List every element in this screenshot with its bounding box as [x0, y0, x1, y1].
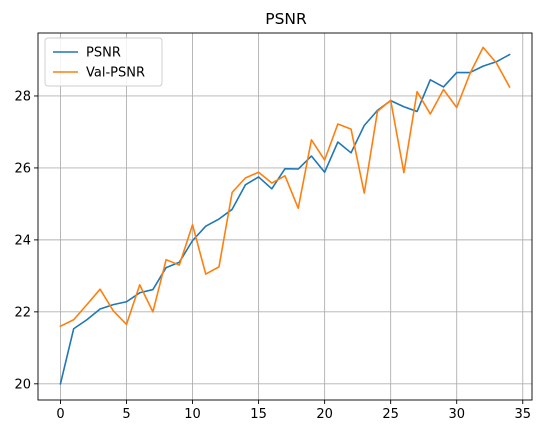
series-line-val-psnr [59, 46, 511, 328]
x-tick-label: 25 [382, 407, 399, 422]
legend-label-val-psnr: Val-PSNR [86, 66, 145, 81]
legend-box [44, 37, 163, 87]
series-layer [59, 46, 511, 385]
x-tick-label: 0 [56, 407, 64, 422]
x-tick-label: 30 [448, 407, 465, 422]
y-tick-label: 22 [14, 305, 31, 320]
x-tick-label: 10 [184, 407, 201, 422]
y-tick-label: 28 [14, 89, 31, 104]
grid-layer [38, 33, 532, 400]
plot-frame [37, 32, 533, 401]
legend: PSNR Val-PSNR [44, 37, 163, 87]
x-tick-label: 35 [514, 407, 531, 422]
y-tick-label: 20 [14, 377, 31, 392]
x-tick-label: 20 [316, 407, 333, 422]
chart-title: PSNR [265, 10, 307, 28]
y-tick-label: 24 [14, 233, 31, 248]
tick-layer: 0 5 10 15 20 25 30 35 20 22 24 26 28 [14, 89, 531, 422]
legend-label-psnr: PSNR [86, 46, 121, 61]
x-tick-label: 15 [250, 407, 267, 422]
y-tick-label: 26 [14, 161, 31, 176]
x-tick-label: 5 [122, 407, 130, 422]
